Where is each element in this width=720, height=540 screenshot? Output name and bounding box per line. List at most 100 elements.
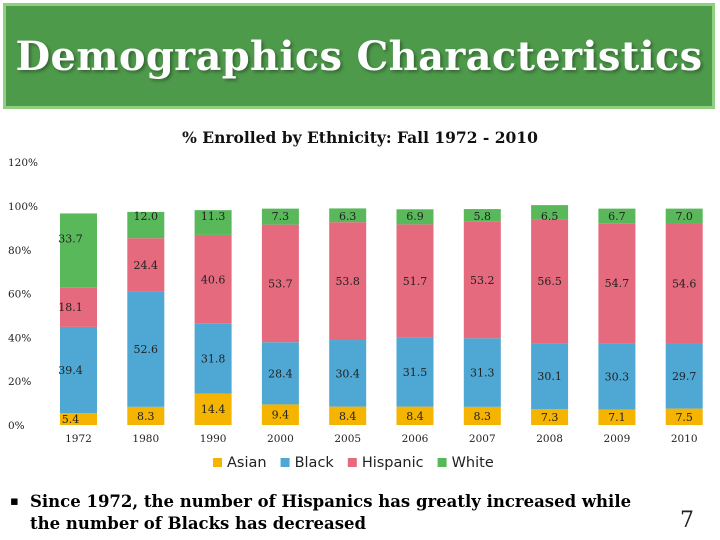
data-label: 52.6 (134, 343, 159, 356)
bar-segment-hispanic (598, 223, 636, 344)
data-label: 8.4 (406, 410, 424, 423)
bar-segment-hispanic (665, 223, 703, 344)
bar-segment-hispanic (127, 238, 165, 292)
bar-segment-white (531, 205, 569, 220)
bar-segment-white (396, 209, 434, 225)
bar-segment-hispanic (329, 222, 367, 341)
data-label: 39.4 (58, 364, 83, 377)
data-label: 14.4 (201, 403, 226, 416)
bar-segment-hispanic (261, 224, 299, 343)
data-label: 7.3 (272, 210, 290, 223)
legend-swatch-black (280, 458, 290, 467)
data-label: 30.3 (605, 370, 630, 383)
data-label: 7.0 (675, 210, 693, 223)
bar-segment-hispanic (531, 219, 569, 344)
bar-segment-black (127, 291, 165, 407)
bar-segment-white (127, 211, 165, 239)
bar-segment-black (463, 338, 501, 407)
data-label: 8.4 (339, 410, 357, 423)
bar-segment-asian (463, 406, 501, 425)
bar-segment-hispanic (396, 224, 434, 338)
data-label: 8.3 (137, 410, 155, 423)
legend-swatch-hispanic (347, 458, 357, 467)
bar-segment-asian (396, 406, 434, 425)
data-label: 31.5 (403, 366, 428, 379)
bullet-icon: ▪ (10, 494, 19, 509)
legend-label: Hispanic (362, 455, 424, 471)
x-tick-label: 1972 (65, 433, 92, 445)
bar-segment-asian (60, 413, 97, 425)
bar-segment-black (396, 337, 434, 407)
legend-label: Black (295, 455, 335, 471)
y-tick-label: 20% (8, 376, 31, 388)
x-tick-label: 2008 (536, 433, 563, 445)
data-label: 54.6 (672, 278, 697, 291)
data-label: 6.3 (339, 210, 357, 223)
data-label: 31.3 (470, 367, 495, 380)
bar-segment-black (329, 340, 367, 407)
x-tick-label: 1990 (200, 433, 227, 445)
x-tick-label: 2009 (604, 433, 631, 445)
data-label: 12.0 (134, 210, 159, 223)
data-label: 29.7 (672, 370, 697, 383)
bar-segment-asian (329, 406, 367, 425)
bar-segment-hispanic (463, 221, 501, 339)
data-label: 53.2 (470, 274, 495, 287)
data-label: 53.8 (335, 275, 360, 288)
bar-segment-asian (261, 404, 299, 425)
bar-segment-black (598, 343, 636, 410)
legend-swatch-white (437, 458, 447, 467)
x-tick-label: 2005 (334, 433, 361, 445)
footnote-text: Since 1972, the number of Hispanics has … (30, 492, 632, 533)
data-label: 5.8 (474, 210, 492, 223)
bar-segment-white (598, 208, 636, 224)
bar-segment-black (531, 343, 569, 410)
legend-swatch-asian (213, 458, 222, 467)
x-tick-label: 2010 (671, 433, 698, 445)
data-label: 33.7 (58, 232, 83, 245)
y-tick-label: 60% (8, 289, 31, 301)
data-label: 40.6 (201, 273, 226, 286)
data-label: 6.5 (541, 210, 559, 223)
bar-segment-white (463, 209, 501, 222)
page-number: 7 (680, 508, 694, 533)
data-label: 24.4 (134, 259, 159, 272)
bar-segment-white (329, 208, 367, 223)
x-tick-label: 1980 (132, 433, 159, 445)
data-label: 56.5 (537, 275, 562, 288)
data-label: 6.9 (406, 210, 424, 223)
legend-label: White (452, 455, 494, 471)
stacked-bar-chart: % Enrolled by Ethnicity: Fall 1972 - 201… (8, 128, 703, 471)
slide-title: Demographics Characteristics (15, 32, 703, 80)
data-label: 30.4 (335, 367, 360, 380)
y-tick-label: 80% (8, 245, 31, 257)
data-label: 8.3 (474, 410, 492, 423)
footnote: ▪ Since 1972, the number of Hispanics ha… (10, 491, 660, 535)
y-tick-label: 0% (8, 420, 25, 432)
data-label: 5.4 (62, 413, 80, 426)
bar-segment-hispanic (194, 234, 232, 324)
legend-label: Asian (227, 455, 267, 471)
y-tick-label: 120% (8, 157, 38, 169)
data-label: 54.7 (605, 277, 630, 290)
data-label: 51.7 (403, 275, 428, 288)
data-label: 28.4 (268, 367, 293, 380)
data-label: 30.1 (537, 370, 562, 383)
x-tick-label: 2006 (402, 433, 429, 445)
data-label: 7.1 (608, 411, 626, 424)
title-banner: Demographics Characteristics (3, 3, 715, 109)
chart-title: % Enrolled by Ethnicity: Fall 1972 - 201… (182, 128, 538, 147)
bar-segment-black (194, 323, 232, 394)
data-label: 7.5 (675, 411, 693, 424)
bar-segment-asian (598, 409, 636, 425)
y-tick-label: 40% (8, 332, 31, 344)
bar-segment-white (261, 208, 299, 225)
data-label: 7.3 (541, 411, 559, 424)
bar-segment-asian (531, 409, 569, 425)
data-label: 53.7 (268, 277, 293, 290)
bar-segment-asian (194, 393, 232, 425)
x-tick-label: 2000 (267, 433, 294, 445)
y-tick-label: 100% (8, 201, 38, 213)
bar-segment-black (261, 342, 299, 405)
bar-segment-asian (127, 406, 165, 425)
